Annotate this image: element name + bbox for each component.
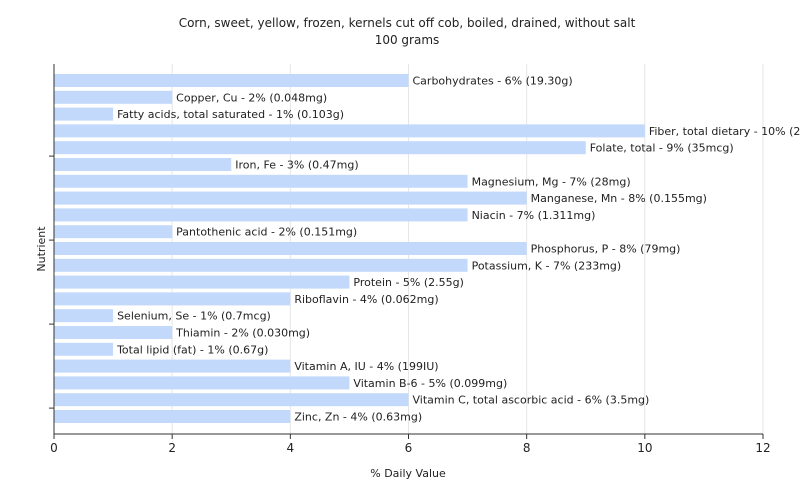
bar <box>54 90 173 104</box>
y-axis-title: Nutrient <box>35 226 48 272</box>
x-tick-label: 8 <box>523 441 531 455</box>
bar <box>54 275 350 289</box>
bar-label: Iron, Fe - 3% (0.47mg) <box>235 159 358 172</box>
bar-label: Potassium, K - 7% (233mg) <box>472 259 622 272</box>
bar-label: Riboflavin - 4% (0.062mg) <box>294 293 438 306</box>
bar-label: Protein - 5% (2.55g) <box>353 276 464 289</box>
bar-label: Vitamin C, total ascorbic acid - 6% (3.5… <box>413 394 650 407</box>
bar <box>54 410 291 423</box>
bar-label: Carbohydrates - 6% (19.30g) <box>413 75 573 88</box>
bar <box>54 141 586 155</box>
x-tick-label: 2 <box>168 441 176 455</box>
y-axis-ticks <box>49 155 54 409</box>
bar <box>54 225 173 239</box>
chart-subtitle: 100 grams <box>375 33 440 47</box>
x-axis-ticks: 0 2 4 6 8 10 12 <box>50 434 771 455</box>
bar <box>54 158 232 171</box>
bar-label: Vitamin A, IU - 4% (199IU) <box>294 360 438 373</box>
bar <box>54 107 114 121</box>
bar-label: Phosphorus, P - 8% (79mg) <box>531 243 681 256</box>
bar-label: Magnesium, Mg - 7% (28mg) <box>472 175 631 188</box>
bar-label: Total lipid (fat) - 1% (0.67g) <box>116 343 268 356</box>
bar <box>54 376 350 390</box>
x-axis-title: % Daily Value <box>370 467 446 480</box>
x-tick-label: 12 <box>755 441 770 455</box>
x-tick-label: 0 <box>50 441 58 455</box>
bar-label: Folate, total - 9% (35mcg) <box>590 142 734 155</box>
bar <box>54 359 291 373</box>
bar-label: Fiber, total dietary - 10% (2.4g) <box>649 125 800 138</box>
bar-label: Manganese, Mn - 8% (0.155mg) <box>531 192 707 205</box>
bar-label: Fatty acids, total saturated - 1% (0.103… <box>117 108 344 121</box>
bar <box>54 208 468 222</box>
chart-title: Corn, sweet, yellow, frozen, kernels cut… <box>179 16 636 30</box>
bar <box>54 292 291 306</box>
x-tick-label: 4 <box>287 441 295 455</box>
bar-label: Copper, Cu - 2% (0.048mg) <box>176 91 327 104</box>
bar-label: Selenium, Se - 1% (0.7mcg) <box>117 310 271 323</box>
bar <box>54 124 645 138</box>
bar-label: Zinc, Zn - 4% (0.63mg) <box>294 411 422 424</box>
bar-label: Vitamin B-6 - 5% (0.099mg) <box>353 377 507 390</box>
bar-label: Niacin - 7% (1.311mg) <box>472 209 596 222</box>
bars <box>54 74 645 423</box>
x-tick-label: 10 <box>637 441 652 455</box>
bar <box>54 74 409 87</box>
bar-labels: Carbohydrates - 6% (19.30g) Copper, Cu - … <box>116 75 800 424</box>
bar <box>54 242 527 255</box>
bar <box>54 191 527 205</box>
bar-label: Pantothenic acid - 2% (0.151mg) <box>176 226 357 239</box>
bar <box>54 309 114 323</box>
bar <box>54 342 114 356</box>
bar <box>54 258 468 272</box>
bar-label: Thiamin - 2% (0.030mg) <box>175 327 310 340</box>
bar <box>54 174 468 188</box>
x-tick-label: 6 <box>405 441 413 455</box>
bar <box>54 326 173 339</box>
bar <box>54 393 409 407</box>
